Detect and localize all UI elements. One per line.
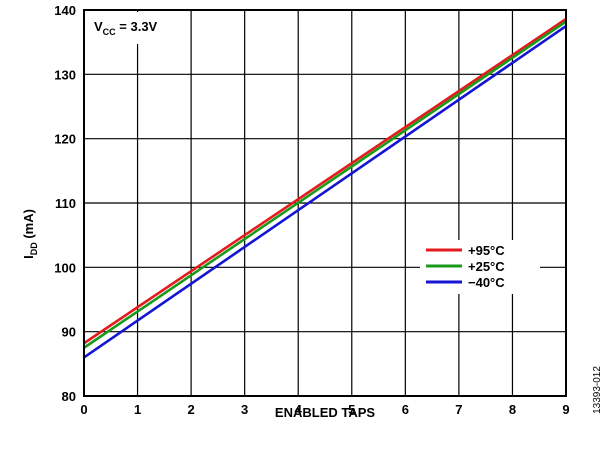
figure-id: 13393-012 (592, 366, 603, 414)
legend-label: −40°C (468, 275, 505, 290)
legend: +95°C+25°C−40°C (420, 240, 540, 294)
y-tick-label: 140 (54, 3, 76, 18)
series-line (83, 25, 567, 359)
vcc-annotation: VCC = 3.3V (94, 19, 158, 37)
series-line (83, 20, 567, 349)
y-axis-label: IDD (mA) (21, 209, 39, 259)
tick-labels: 0 1 2 3 4 5 6 7 8 9 80 90 100 110 120 130 140 (54, 3, 569, 417)
x-axis-label: ENABLED TAPS (275, 405, 375, 420)
x-tick-label: 5 (348, 402, 355, 417)
y-tick-label: 110 (55, 196, 76, 211)
x-tick-label: 8 (509, 402, 516, 417)
x-tick-label: 6 (402, 402, 409, 417)
x-tick-label: 0 (80, 402, 87, 417)
legend-label: +95°C (468, 243, 505, 258)
x-tick-label: 1 (134, 402, 141, 417)
x-tick-label: 9 (562, 402, 569, 417)
y-tick-label: 120 (54, 132, 76, 147)
annotation-box (86, 12, 178, 44)
series-line (83, 17, 567, 345)
x-tick-label: 3 (241, 402, 248, 417)
y-tick-label: 90 (62, 325, 76, 340)
x-tick-label: 2 (187, 402, 194, 417)
series-lines (83, 17, 567, 359)
y-tick-label: 100 (54, 260, 76, 275)
y-tick-label: 80 (62, 389, 76, 404)
y-tick-label: 130 (54, 67, 76, 82)
legend-label: +25°C (468, 259, 505, 274)
plot-frame (83, 9, 567, 397)
x-tick-label: 7 (455, 402, 462, 417)
x-tick-label: 4 (295, 402, 303, 417)
